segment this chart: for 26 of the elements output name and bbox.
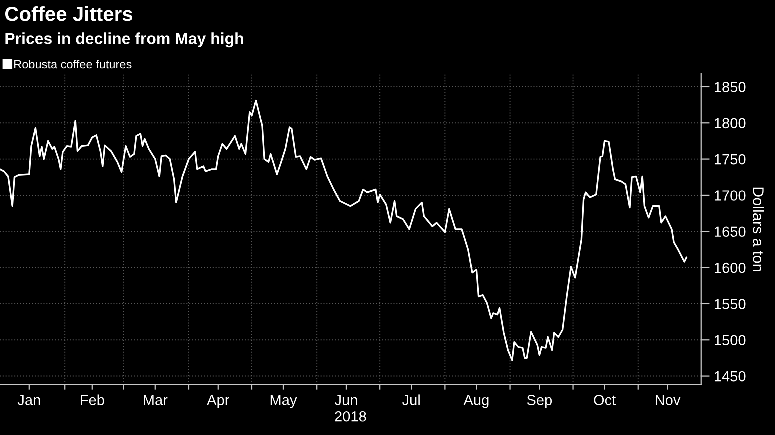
- y-tick-label: 1750: [714, 154, 746, 165]
- x-tick-label: Aug: [464, 395, 489, 408]
- x-axis-title: 2018: [335, 411, 366, 422]
- y-tick-label: 1500: [714, 335, 746, 346]
- x-tick-label: Oct: [594, 395, 616, 406]
- y-tick-label: 1850: [714, 82, 746, 92]
- chart-title: Coffee Jitters: [5, 6, 133, 22]
- x-tick-label: May: [270, 395, 298, 408]
- x-tick-label: Apr: [207, 395, 230, 408]
- x-tick-label: Jan: [18, 395, 40, 406]
- y-axis-title: Dollars a ton: [753, 188, 764, 272]
- y-tick-label: 1800: [714, 118, 746, 129]
- x-tick-label: Feb: [81, 394, 104, 406]
- x-tick-label: Nov: [656, 395, 681, 406]
- x-tick-label: Mar: [144, 395, 168, 406]
- x-tick-label: Jun: [334, 395, 358, 406]
- x-tick-label: Sep: [527, 395, 552, 408]
- y-tick-label: 1550: [714, 299, 746, 310]
- y-tick-label: 1600: [714, 262, 746, 274]
- line-series: [0, 100, 688, 362]
- y-tick-label: 1650: [714, 226, 746, 238]
- legend-label: Robusta coffee futures: [14, 60, 132, 69]
- y-tick-label: 1450: [714, 371, 746, 382]
- chart-subtitle: Prices in decline from May high: [6, 32, 244, 48]
- y-tick-label: 1700: [714, 190, 746, 201]
- x-tick-label: Jul: [402, 394, 420, 406]
